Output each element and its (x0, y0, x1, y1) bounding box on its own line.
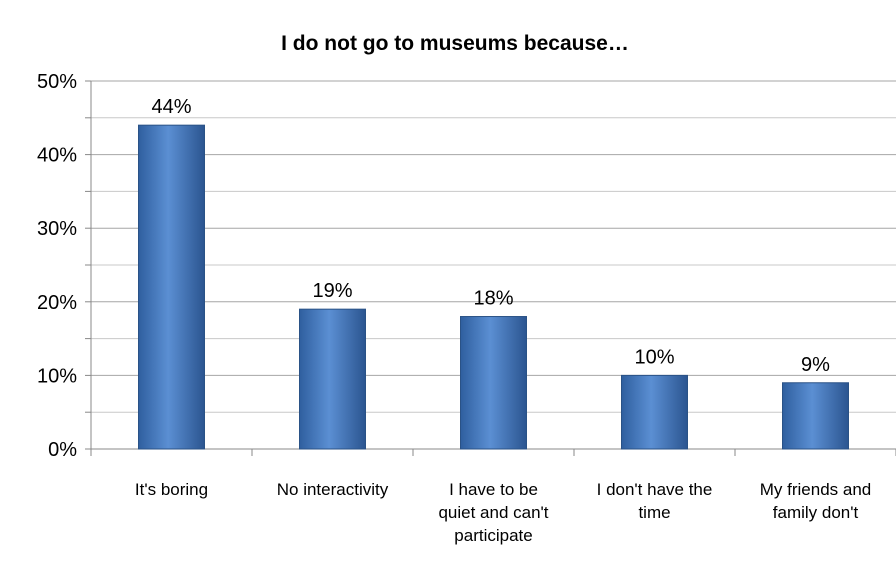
y-tick-label: 50% (37, 71, 77, 93)
label-layer: 44% It's boring 19% No interactivity 18% I ha… (135, 96, 871, 545)
y-tick-label: 40% (37, 145, 77, 167)
data-label: 19% (312, 280, 352, 302)
y-tick-label: 10% (37, 365, 77, 387)
y-tick-label: 30% (37, 218, 77, 240)
data-label: 18% (473, 288, 513, 310)
y-tick-label: 20% (37, 292, 77, 314)
x-tick-label: No interactivity (277, 480, 389, 499)
bar (299, 308, 366, 450)
grid-layer (91, 80, 896, 413)
chart-title: I do not go to museums because… (281, 32, 629, 55)
bar-layer (138, 124, 849, 450)
y-tick-label: 0% (48, 439, 77, 461)
bar (138, 124, 205, 450)
x-tick-label: It's boring (135, 480, 208, 499)
bar (460, 316, 527, 450)
data-label: 9% (801, 354, 830, 376)
x-tick-label: My friends and family don't (760, 480, 872, 522)
x-tick-label: I have to be quiet and can't participate (438, 480, 548, 545)
x-tick-label: I don't have the time (597, 480, 713, 522)
data-label: 44% (151, 96, 191, 118)
data-label: 10% (634, 346, 674, 368)
bar (782, 382, 849, 450)
bar (621, 374, 688, 450)
